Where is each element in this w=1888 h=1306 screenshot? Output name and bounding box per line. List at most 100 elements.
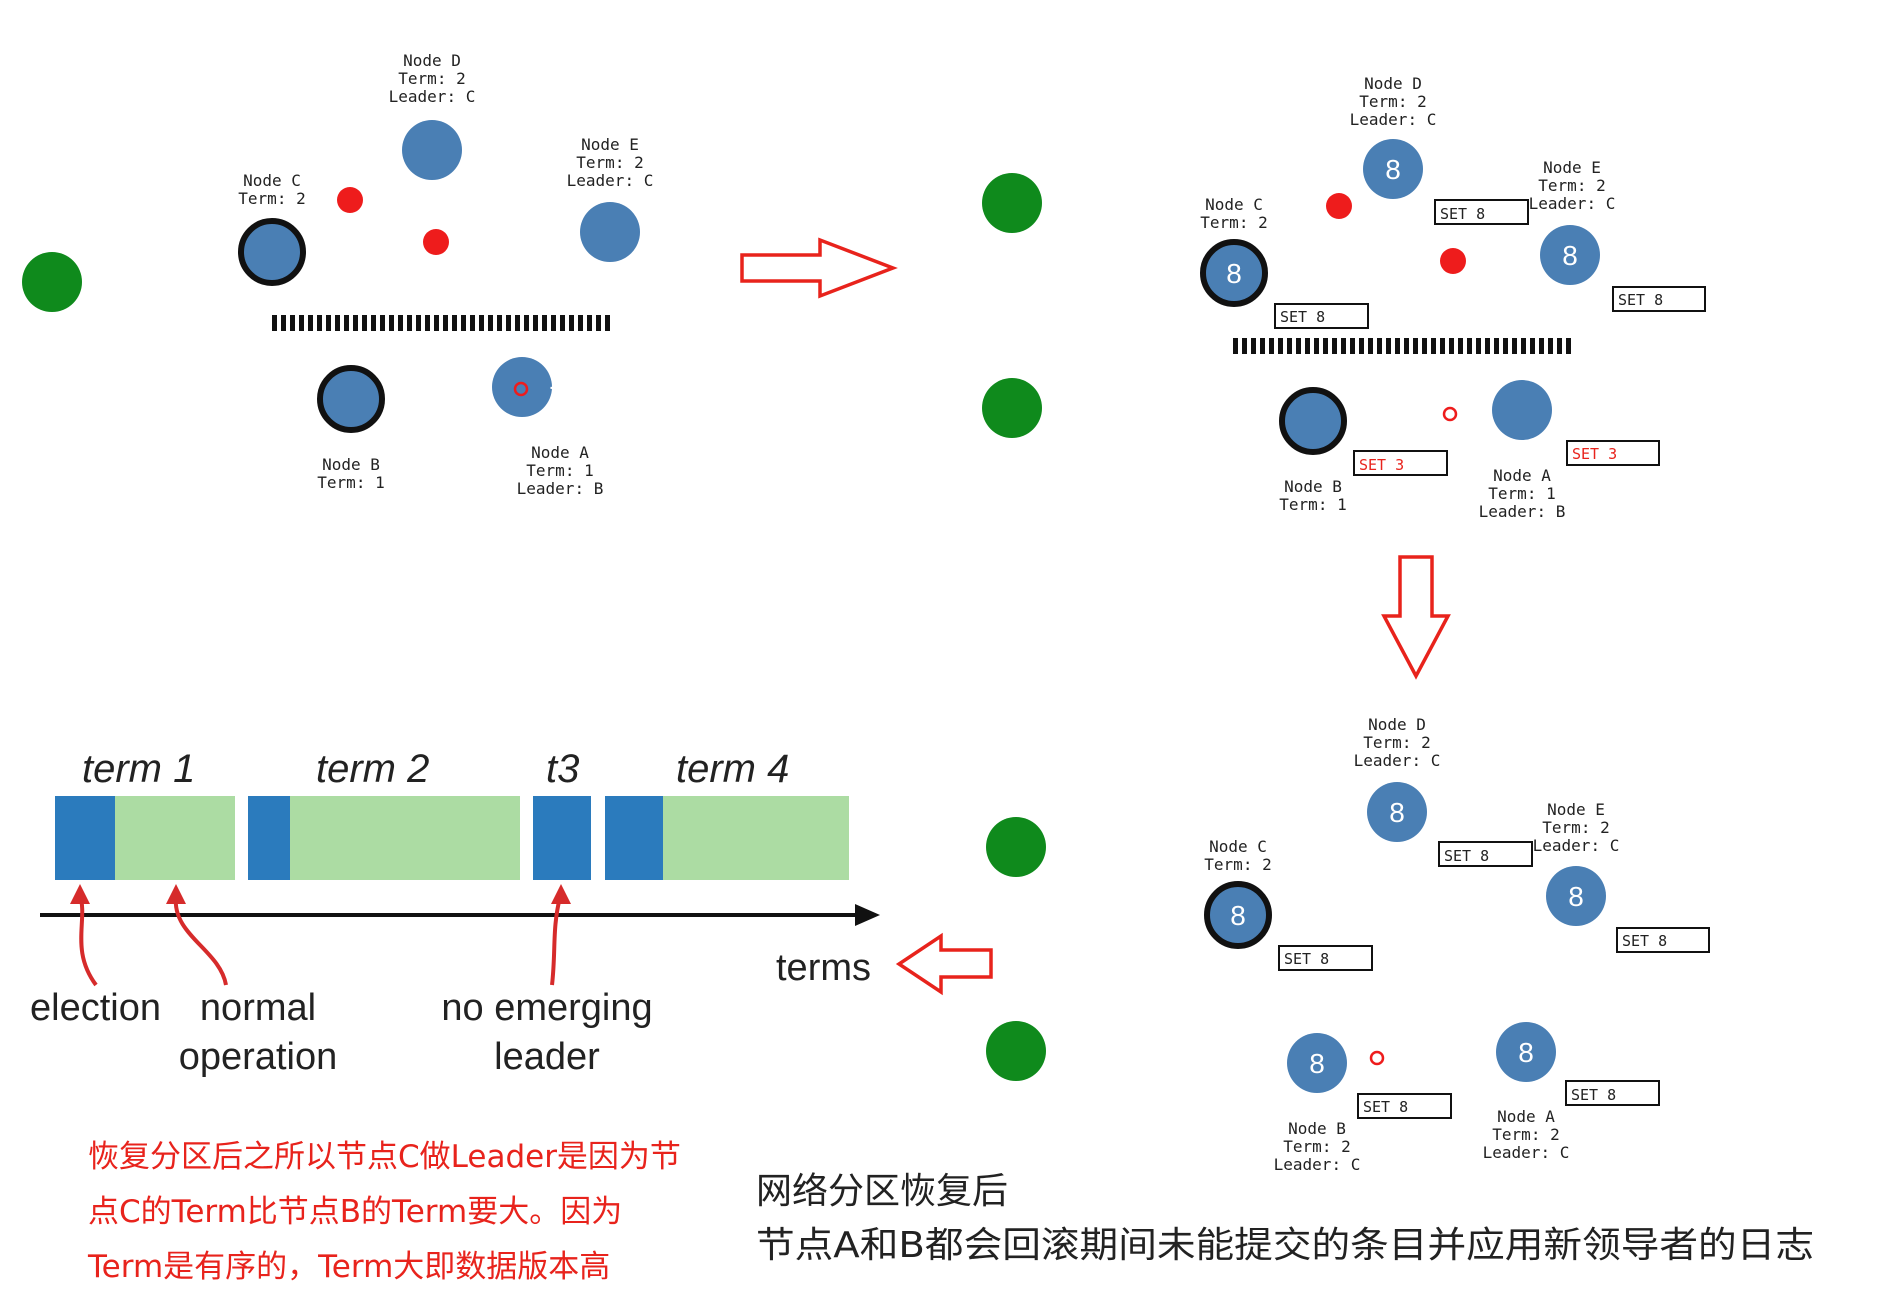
node-c-value: 8 xyxy=(1226,258,1242,289)
node-d-leader: Leader: C xyxy=(389,87,476,106)
svg-text:Term: 2: Term: 2 xyxy=(1542,818,1609,837)
node-c-name: Node C xyxy=(243,171,301,190)
term-4-election xyxy=(605,796,663,880)
set-box: SET 8 xyxy=(1616,927,1710,953)
node-e: Node E Term: 2 Leader: C 8 xyxy=(1533,800,1620,926)
svg-text:Leader: C: Leader: C xyxy=(1350,110,1437,129)
explanation-red: 恢复分区后之所以节点C做Leader是因为节 点C的Term比节点B的Term要… xyxy=(87,1139,681,1285)
term-1-election xyxy=(55,796,115,880)
client-node xyxy=(986,817,1046,877)
panel-after-recovery: Node D Term: 2 Leader: C 8 SET 8 Node E … xyxy=(986,715,1710,1174)
svg-text:8: 8 xyxy=(1568,881,1584,912)
svg-text:SET 8: SET 8 xyxy=(1284,950,1329,968)
svg-text:Node E: Node E xyxy=(1543,158,1601,177)
set-box: SET 8 xyxy=(1357,1093,1452,1119)
svg-text:Leader: C: Leader: C xyxy=(1354,751,1441,770)
client-node xyxy=(982,378,1042,438)
term-3-label: t3 xyxy=(546,747,579,791)
explanation-black: 网络分区恢复后 节点A和B都会回滚期间未能提交的条目并应用新领导者的日志 xyxy=(756,1171,1814,1266)
node-b: Node B Term: 1 xyxy=(1279,387,1347,514)
term-2-election xyxy=(248,796,290,880)
message-ring xyxy=(513,381,529,397)
down-arrow-icon xyxy=(1381,555,1451,680)
message-dot xyxy=(1326,193,1352,219)
term-4-label: term 4 xyxy=(676,747,789,791)
svg-text:Leader: C: Leader: C xyxy=(1274,1155,1361,1174)
svg-text:Term: 1: Term: 1 xyxy=(1488,484,1555,503)
node-c-term: Term: 2 xyxy=(238,189,305,208)
node-c: Node C Term: 2 8 xyxy=(1204,837,1272,949)
node-a-term: Term: 1 xyxy=(526,461,593,480)
annotation-normal-1: normal xyxy=(200,987,316,1029)
svg-text:8: 8 xyxy=(1389,797,1405,828)
set-box: SET 3 xyxy=(1353,450,1448,476)
node-c: Node C Term: 2 8 xyxy=(1200,195,1268,307)
svg-text:8: 8 xyxy=(1230,900,1246,931)
term-3-election xyxy=(533,796,591,880)
svg-text:Node A: Node A xyxy=(1493,466,1551,485)
annotation-no-leader-1: no emerging xyxy=(441,987,652,1029)
note-red-line-2: 点C的Term比节点B的Term要大。因为 xyxy=(88,1194,622,1230)
node-a-name: Node A xyxy=(531,443,589,462)
node-b: Node B Term: 1 xyxy=(317,365,385,492)
node-a: Node A Term: 1 Leader: B xyxy=(490,355,604,498)
svg-text:SET 8: SET 8 xyxy=(1363,1098,1408,1116)
set-box: SET 8 xyxy=(1565,1080,1660,1106)
svg-text:Node E: Node E xyxy=(1547,800,1605,819)
terms-timeline: term 1 term 2 t3 term 4 terms election n… xyxy=(30,747,880,1078)
message-dot xyxy=(423,229,449,255)
term-1-label: term 1 xyxy=(82,747,195,791)
panel-write-during-partition: Node D Term: 2 Leader: C 8 SET 8 Node E … xyxy=(982,74,1706,521)
set-box: SET 8 xyxy=(1612,286,1706,312)
svg-text:Term: 2: Term: 2 xyxy=(1363,733,1430,752)
message-ring xyxy=(1442,406,1458,422)
node-e-leader: Leader: C xyxy=(567,171,654,190)
svg-text:Node D: Node D xyxy=(1364,74,1422,93)
svg-text:Node B: Node B xyxy=(1284,477,1342,496)
node-a-leader: Leader: B xyxy=(517,479,604,498)
pointer-no-leader xyxy=(550,896,562,986)
left-arrow-icon xyxy=(895,932,993,996)
set-box: SET 8 xyxy=(1438,841,1533,867)
term-4-normal xyxy=(663,796,849,880)
node-d-term: Term: 2 xyxy=(398,69,465,88)
node-d: Node D Term: 2 Leader: C 8 xyxy=(1350,74,1437,199)
annotation-election: election xyxy=(30,987,161,1029)
annotation-normal-2: operation xyxy=(179,1036,337,1078)
annotation-no-leader-2: leader xyxy=(494,1036,600,1078)
svg-text:Leader: B: Leader: B xyxy=(1479,502,1566,521)
svg-text:Term: 2: Term: 2 xyxy=(1492,1125,1559,1144)
set-box: SET 8 xyxy=(1278,945,1373,971)
node-e-name: Node E xyxy=(581,135,639,154)
node-e: Node E Term: 2 Leader: C 8 xyxy=(1529,158,1616,285)
node-e-term: Term: 2 xyxy=(576,153,643,172)
svg-text:Term: 2: Term: 2 xyxy=(1359,92,1426,111)
svg-text:Leader: C: Leader: C xyxy=(1533,836,1620,855)
term-2-normal xyxy=(290,796,520,880)
node-e-value: 8 xyxy=(1562,240,1578,271)
svg-text:8: 8 xyxy=(1518,1037,1534,1068)
svg-text:Node C: Node C xyxy=(1209,837,1267,856)
svg-text:SET 8: SET 8 xyxy=(1618,291,1663,309)
svg-text:Node B: Node B xyxy=(1288,1119,1346,1138)
note-red-line-1: 恢复分区后之所以节点C做Leader是因为节 xyxy=(88,1139,681,1175)
axis-arrowhead-icon xyxy=(855,904,880,926)
pointer-normal xyxy=(173,896,228,986)
set-box: SET 3 xyxy=(1566,440,1660,466)
node-a: Node A Term: 1 Leader: B xyxy=(1479,380,1566,521)
node-b: 8 Node B Term: 2 Leader: C xyxy=(1274,1033,1361,1174)
svg-text:Term: 2: Term: 2 xyxy=(1538,176,1605,195)
client-node xyxy=(982,173,1042,233)
note-black-line-1: 网络分区恢复后 xyxy=(756,1171,1008,1212)
set-box: SET 8 xyxy=(1434,199,1529,225)
client-node xyxy=(986,1021,1046,1081)
svg-text:Term: 1: Term: 1 xyxy=(1279,495,1346,514)
set-box: SET 8 xyxy=(1274,303,1369,329)
node-d-value: 8 xyxy=(1385,154,1401,185)
svg-text:Node C: Node C xyxy=(1205,195,1263,214)
svg-text:8: 8 xyxy=(1309,1048,1325,1079)
axis-label: terms xyxy=(776,947,871,989)
node-d: Node D Term: 2 Leader: C 8 xyxy=(1354,715,1441,842)
svg-text:Leader: C: Leader: C xyxy=(1529,194,1616,213)
message-ring xyxy=(1369,1050,1385,1066)
